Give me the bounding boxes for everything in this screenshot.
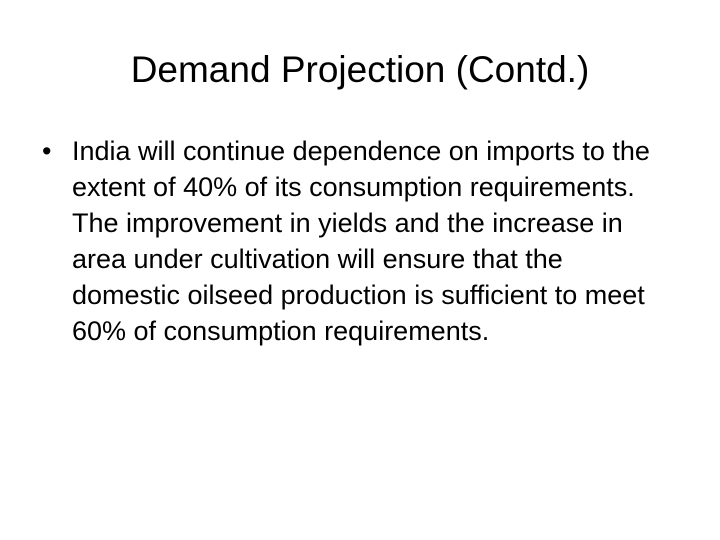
slide-title: Demand Projection (Contd.) bbox=[130, 49, 590, 90]
bullet-list: India will continue dependence on import… bbox=[42, 133, 678, 349]
bullet-item: India will continue dependence on import… bbox=[42, 133, 678, 349]
